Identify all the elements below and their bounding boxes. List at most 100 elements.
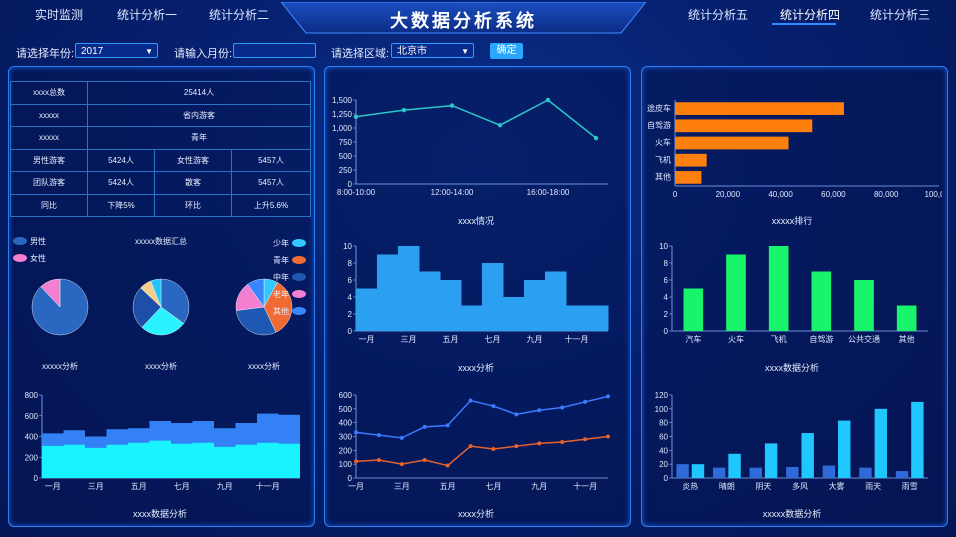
bar [524, 280, 546, 331]
line-point [449, 103, 455, 108]
page-title: 大数据分析系统 [390, 11, 537, 31]
chevron-down-icon: ▼ [461, 47, 469, 56]
line-point [497, 123, 503, 128]
line-point [537, 408, 542, 413]
line-point [422, 424, 427, 429]
table-cell: 环比 [154, 193, 232, 217]
x-tick-label: 80,000 [874, 190, 899, 199]
x-tick-label: 汽车 [685, 334, 701, 344]
line-point [354, 430, 358, 435]
x-tick-label: 晴朗 [719, 481, 735, 491]
y-tick-label: 途皮车 [647, 103, 671, 113]
line-point [560, 405, 565, 410]
y-tick-label: 0 [348, 327, 353, 336]
table-cell: 下降5% [87, 193, 155, 217]
table-row: 团队游客 5424人 散客 5457人 [10, 171, 311, 195]
table-cell: 5457人 [231, 171, 311, 195]
pie-slice [141, 306, 184, 336]
nav-stats-three[interactable]: 统计分析三 [870, 8, 931, 22]
nav-realtime-monitor[interactable]: 实时监测 [35, 8, 84, 22]
y-tick-label: 40 [659, 446, 668, 455]
line-series [355, 99, 597, 139]
line-chart-1: 0 250 500 750 1,000 1,250 1,500 8:00-10:00 12:00… [332, 96, 608, 197]
bar [854, 280, 874, 331]
bar [822, 465, 836, 478]
y-tick-label: 4 [664, 293, 669, 302]
vbar-caption: xxxx数据分析 [764, 363, 819, 373]
y-tick-label: 1,500 [332, 96, 353, 105]
x-tick-label: 七月 [485, 335, 501, 344]
nav-stats-one[interactable]: 统计分析一 [117, 8, 178, 22]
region-select[interactable]: 北京市 ▼ [391, 43, 474, 58]
bar [587, 305, 609, 331]
y-tick-label: 0 [664, 474, 669, 483]
y-tick-label: 750 [339, 138, 353, 147]
line-point [593, 135, 599, 141]
x-tick-label: 三月 [394, 482, 410, 491]
bar [859, 467, 872, 478]
step-caption: xxxx分析 [457, 363, 494, 373]
y-tick-label: 400 [25, 433, 39, 442]
y-tick-label: 2 [348, 310, 353, 319]
legend-label: 男性 [30, 236, 46, 246]
bar [811, 271, 832, 331]
y-tick-label: 80 [659, 419, 668, 428]
pie-slice [235, 306, 277, 336]
step-bar-chart: 0 2 4 6 8 10 一月 三月 五月 七月 九月 十一月 [343, 242, 609, 344]
bar [675, 119, 813, 133]
line-point [399, 462, 404, 467]
line-point [468, 398, 473, 403]
line-point [537, 441, 542, 446]
active-tab-indicator [772, 23, 836, 25]
y-tick-label: 其他 [655, 172, 671, 182]
line-point [445, 463, 450, 468]
bar [712, 467, 726, 478]
vertical-bar-chart: 0 2 4 6 8 10 汽车 火车 飞机 自驾游 公共交通 其他 [659, 242, 928, 344]
month-input[interactable] [233, 43, 316, 58]
y-tick-label: 400 [339, 419, 353, 428]
line-point [354, 459, 358, 464]
bar [786, 466, 799, 478]
table-cell: 25414人 [87, 81, 311, 105]
bar [874, 408, 888, 478]
line-point [491, 404, 496, 409]
area-series-front [42, 440, 300, 478]
pie-slice [160, 278, 190, 324]
y-tick-label: 600 [339, 391, 353, 400]
x-tick-label: 九月 [531, 482, 547, 491]
x-tick-label: 一月 [348, 482, 364, 491]
table-cell: xxxxx [10, 103, 88, 127]
y-tick-label: 0 [34, 474, 39, 483]
top-nav: 实时监测 统计分析一 统计分析二 大数据分析系统 统计分析五 统计分析四 统计分… [0, 0, 956, 36]
nav-stats-five[interactable]: 统计分析五 [688, 8, 749, 22]
x-tick-label: 九月 [217, 482, 233, 491]
legend-label: 女性 [30, 253, 46, 263]
y-tick-label: 20 [659, 460, 668, 469]
bar [683, 288, 704, 331]
bar [691, 464, 705, 478]
bar [676, 464, 689, 478]
confirm-button[interactable]: 确定 [490, 43, 523, 59]
pie-caption: xxxx分析 [248, 361, 280, 371]
table-cell: 团队游客 [10, 171, 88, 195]
stacked-area-chart: 0 200 400 600 800 一月 三月 五月 七月 九月 十一月 [25, 391, 300, 491]
stack-caption: xxxx数据分析 [132, 509, 187, 519]
table-cell: xxxxx [10, 126, 88, 150]
line-point [491, 446, 496, 451]
year-select[interactable]: 2017 ▼ [75, 43, 158, 58]
x-tick-label: 十一月 [256, 481, 280, 491]
pie-slice [40, 278, 61, 308]
line1-caption: xxxx情况 [457, 216, 494, 226]
x-tick-label: 七月 [485, 482, 501, 491]
month-label: 请输入月份: [174, 48, 233, 60]
table-cell: 同比 [10, 193, 88, 217]
nav-stats-four[interactable]: 统计分析四 [780, 8, 841, 22]
line-chart-2: 0 100 200 300 400 500 600 一月 三月 五月 七月 九月 十一月 [339, 391, 610, 491]
nav-stats-two[interactable]: 统计分析二 [209, 8, 270, 22]
bar [419, 271, 441, 331]
x-tick-label: 七月 [174, 482, 190, 491]
line-point [583, 399, 588, 404]
line-point [560, 440, 565, 445]
y-tick-label: 8 [664, 259, 669, 268]
